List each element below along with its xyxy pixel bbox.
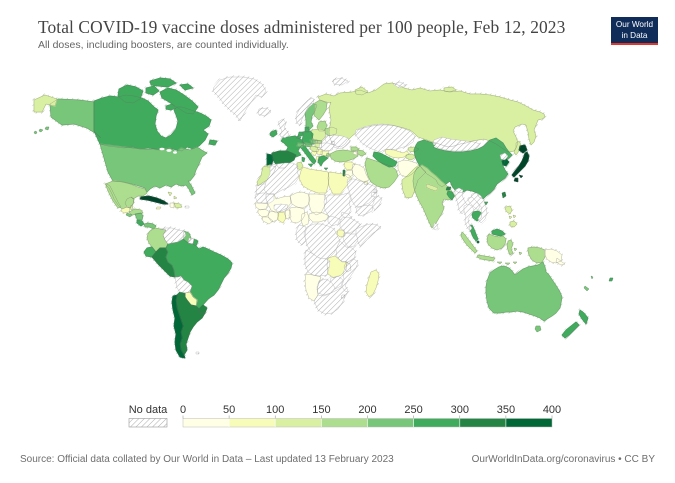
svg-text:50: 50 — [223, 404, 235, 416]
svg-text:0: 0 — [180, 404, 186, 416]
svg-text:150: 150 — [312, 404, 330, 416]
svg-text:No data: No data — [129, 404, 168, 416]
svg-text:200: 200 — [358, 404, 376, 416]
svg-text:300: 300 — [451, 404, 469, 416]
svg-text:250: 250 — [404, 404, 422, 416]
svg-text:350: 350 — [497, 404, 515, 416]
svg-text:100: 100 — [266, 404, 284, 416]
svg-text:400: 400 — [543, 404, 561, 416]
